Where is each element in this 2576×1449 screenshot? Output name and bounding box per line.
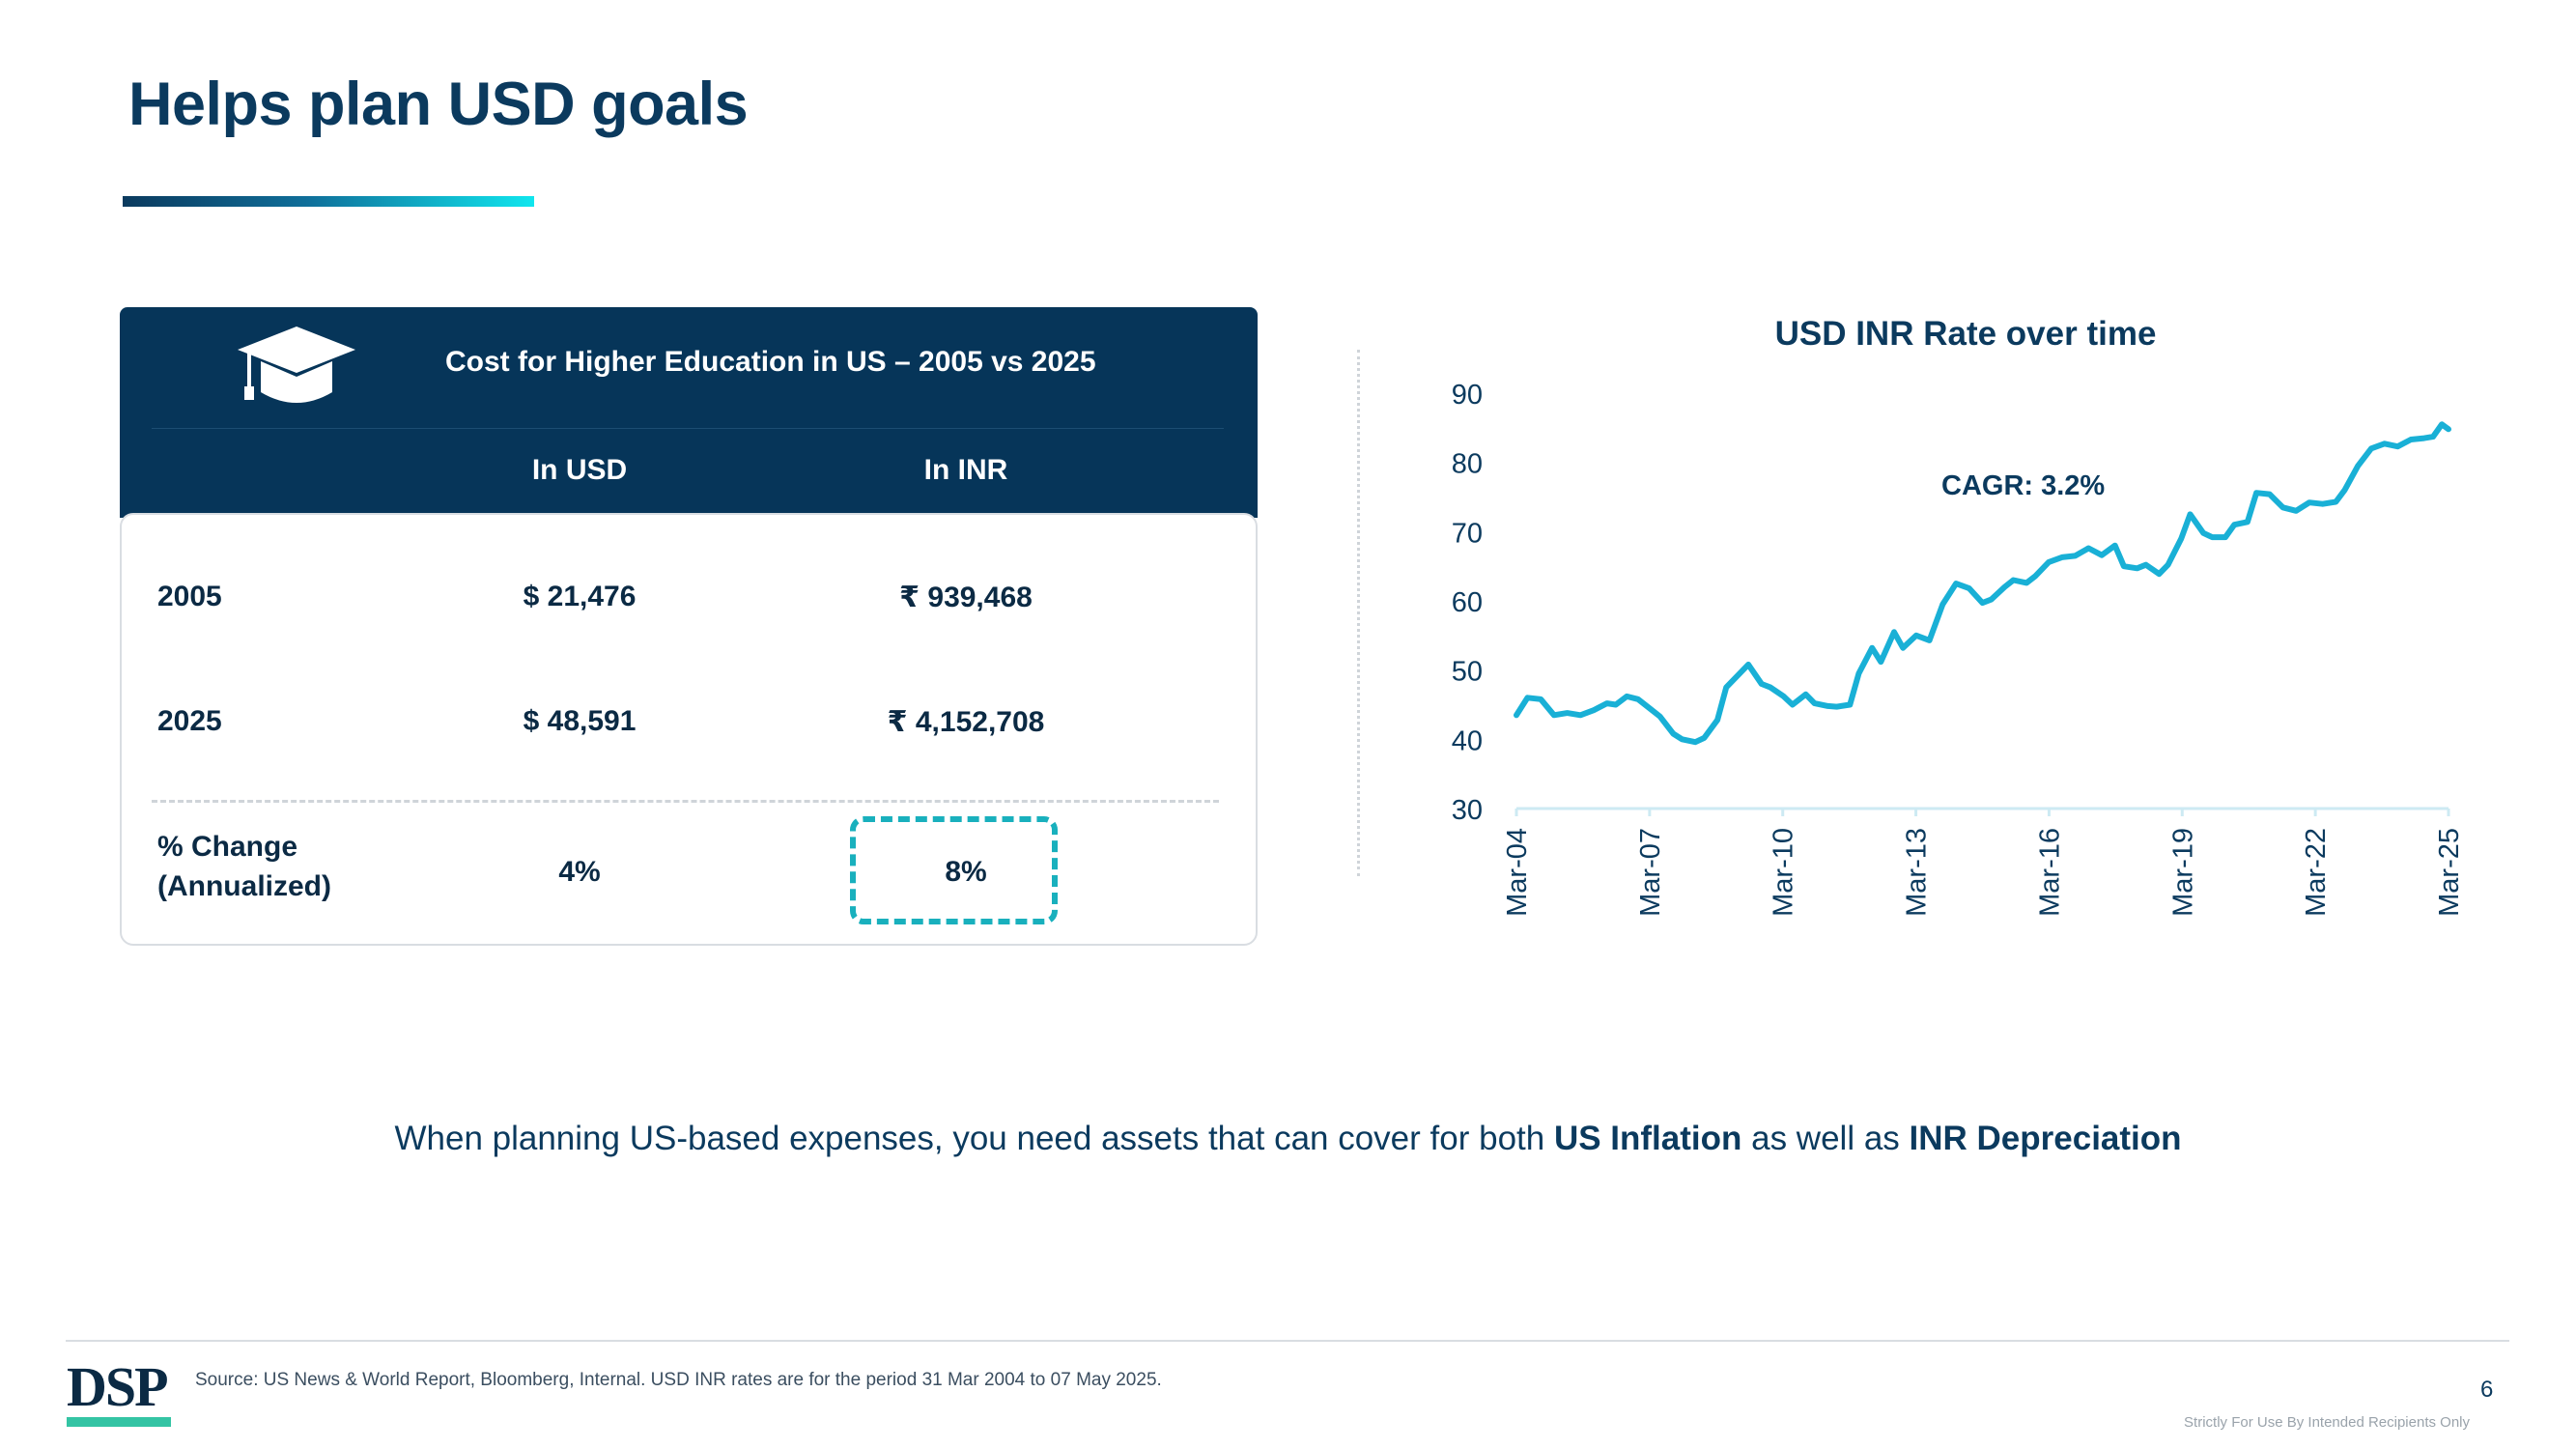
cell-inr-2005: ₹ 939,468 <box>899 582 1033 613</box>
logo-underline <box>67 1417 171 1427</box>
graduation-cap-icon <box>238 327 355 403</box>
bottom-note-middle: as well as <box>1741 1120 1910 1157</box>
y-tick-label: 80 <box>1452 449 1483 480</box>
x-tick-label: Mar-16 <box>2034 828 2065 917</box>
y-tick-label: 40 <box>1452 725 1483 756</box>
y-tick-label: 30 <box>1452 795 1483 826</box>
x-tick-label: Mar-04 <box>1502 828 1533 917</box>
vertical-divider <box>1357 350 1360 876</box>
bottom-note-prefix: When planning US-based expenses, you nee… <box>394 1120 1554 1157</box>
bottom-note-us-inflation: US Inflation <box>1553 1120 1742 1157</box>
y-tick-label: 70 <box>1452 518 1483 549</box>
column-header-inr: In INR <box>923 454 1008 486</box>
usd-inr-line-chart: 30 40 50 60 70 80 90 Mar-04 Mar-07 Mar-10 Mar-13 Ma… <box>1452 380 2465 917</box>
row-label-2005: 2005 <box>157 581 222 612</box>
page-number: 6 <box>2480 1377 2494 1403</box>
header-separator <box>152 428 1224 429</box>
x-tick-label: Mar-22 <box>2301 828 2332 917</box>
row-label-2025: 2025 <box>157 705 222 737</box>
row-divider <box>152 800 1219 803</box>
x-tick-label: Mar-13 <box>1902 828 1933 917</box>
inr-change-highlight <box>850 816 1058 924</box>
logo-text: DSP <box>67 1355 169 1418</box>
column-header-usd: In USD <box>531 454 628 486</box>
table-body-panel <box>120 513 1258 946</box>
cell-usd-change: 4% <box>558 856 601 888</box>
x-tick-label: Mar-10 <box>1769 828 1799 917</box>
cagr-annotation: CAGR: 3.2% <box>1941 470 2105 501</box>
table-title: Cost for Higher Education in US – 2005 v… <box>445 346 1096 378</box>
footer-rule <box>66 1340 2509 1342</box>
x-tick-label: Mar-19 <box>2167 828 2198 917</box>
x-tick-label: Mar-07 <box>1635 828 1666 917</box>
row-label-change: % Change (Annualized) <box>157 831 331 902</box>
confidential-note: Strictly For Use By Intended Recipients … <box>2184 1414 2470 1431</box>
y-tick-label: 90 <box>1452 380 1483 411</box>
x-tick-label: Mar-25 <box>2434 828 2465 917</box>
title-accent-rule <box>123 196 534 207</box>
bottom-note-inr-depreciation: INR Depreciation <box>1909 1120 2182 1157</box>
y-tick-label: 60 <box>1452 587 1483 618</box>
cell-inr-2025: ₹ 4,152,708 <box>887 706 1045 738</box>
source-note: Source: US News & World Report, Bloomber… <box>195 1370 1162 1390</box>
chart-title: USD INR Rate over time <box>1774 315 2157 353</box>
usd-inr-series-line <box>1514 421 2451 746</box>
bottom-note: When planning US-based expenses, you nee… <box>0 1120 2576 1158</box>
cell-usd-2005: $ 21,476 <box>523 581 637 612</box>
y-tick-label: 50 <box>1452 657 1483 688</box>
dsp-logo: DSP <box>67 1359 171 1427</box>
page-title: Helps plan USD goals <box>128 71 749 138</box>
cell-inr-change: 8% <box>945 856 987 888</box>
cell-usd-2025: $ 48,591 <box>523 705 637 737</box>
